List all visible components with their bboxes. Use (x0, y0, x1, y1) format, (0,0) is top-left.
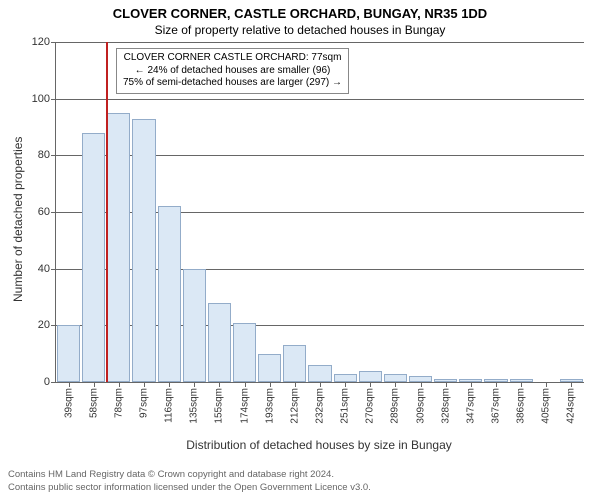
x-tick-mark (320, 382, 321, 387)
bar (158, 206, 181, 382)
y-tick-mark (51, 325, 56, 326)
x-tick-label: 405sqm (541, 388, 552, 424)
bar (384, 374, 407, 383)
x-tick-mark (295, 382, 296, 387)
x-tick-label: 193sqm (264, 388, 275, 424)
annotation-line: 75% of semi-detached houses are larger (… (123, 77, 342, 90)
x-tick-mark (144, 382, 145, 387)
gridline (56, 99, 584, 100)
x-tick-mark (94, 382, 95, 387)
bar (334, 374, 357, 383)
bar (359, 371, 382, 382)
x-axis-label: Distribution of detached houses by size … (186, 438, 452, 452)
x-tick-label: 39sqm (63, 388, 74, 418)
x-tick-mark (370, 382, 371, 387)
x-tick-label: 78sqm (113, 388, 124, 418)
y-tick-label: 80 (38, 149, 50, 161)
plot-area: 02040608010012039sqm58sqm78sqm97sqm116sq… (55, 42, 584, 383)
x-tick-mark (245, 382, 246, 387)
gridline (56, 42, 584, 43)
bar (208, 303, 231, 382)
x-tick-mark (546, 382, 547, 387)
x-tick-label: 386sqm (516, 388, 527, 424)
x-tick-label: 347sqm (465, 388, 476, 424)
y-tick-label: 60 (38, 206, 50, 218)
footer-attribution: Contains HM Land Registry data © Crown c… (8, 469, 371, 494)
y-tick-mark (51, 155, 56, 156)
x-tick-label: 328sqm (440, 388, 451, 424)
x-tick-mark (421, 382, 422, 387)
x-tick-label: 251sqm (340, 388, 351, 424)
x-tick-label: 309sqm (415, 388, 426, 424)
annotation-line: CLOVER CORNER CASTLE ORCHARD: 77sqm (123, 52, 342, 65)
bar (57, 325, 80, 382)
annotation-line: ← 24% of detached houses are smaller (96… (123, 65, 342, 78)
x-tick-mark (119, 382, 120, 387)
x-tick-label: 212sqm (289, 388, 300, 424)
x-tick-mark (471, 382, 472, 387)
y-tick-label: 120 (32, 36, 50, 48)
y-tick-mark (51, 212, 56, 213)
x-tick-label: 367sqm (491, 388, 502, 424)
x-tick-label: 97sqm (139, 388, 150, 418)
chart-subtitle: Size of property relative to detached ho… (0, 21, 600, 37)
bar (283, 345, 306, 382)
x-tick-mark (69, 382, 70, 387)
x-tick-mark (270, 382, 271, 387)
y-tick-mark (51, 382, 56, 383)
y-tick-mark (51, 42, 56, 43)
y-axis-label: Number of detached properties (11, 137, 25, 302)
x-tick-mark (496, 382, 497, 387)
x-tick-mark (446, 382, 447, 387)
bar (107, 113, 130, 382)
x-tick-label: 289sqm (390, 388, 401, 424)
x-tick-mark (219, 382, 220, 387)
y-tick-mark (51, 99, 56, 100)
x-tick-label: 424sqm (566, 388, 577, 424)
x-tick-mark (521, 382, 522, 387)
bar (132, 119, 155, 383)
x-tick-label: 116sqm (164, 388, 175, 423)
y-tick-mark (51, 269, 56, 270)
chart-container: CLOVER CORNER, CASTLE ORCHARD, BUNGAY, N… (0, 0, 600, 500)
annotation-box: CLOVER CORNER CASTLE ORCHARD: 77sqm← 24%… (116, 48, 349, 94)
y-tick-label: 100 (32, 93, 50, 105)
chart-title: CLOVER CORNER, CASTLE ORCHARD, BUNGAY, N… (0, 0, 600, 21)
y-tick-label: 0 (44, 376, 50, 388)
x-tick-label: 58sqm (88, 388, 99, 418)
x-tick-mark (345, 382, 346, 387)
bar (183, 269, 206, 382)
bar (308, 365, 331, 382)
x-tick-mark (571, 382, 572, 387)
x-tick-mark (395, 382, 396, 387)
y-tick-label: 40 (38, 263, 50, 275)
x-tick-label: 174sqm (239, 388, 250, 424)
x-tick-label: 155sqm (214, 388, 225, 424)
bar (233, 323, 256, 383)
footer-line-1: Contains HM Land Registry data © Crown c… (8, 469, 371, 481)
bar (258, 354, 281, 382)
x-tick-mark (169, 382, 170, 387)
subject-marker-line (106, 42, 108, 382)
bar (82, 133, 105, 382)
x-tick-label: 270sqm (365, 388, 376, 424)
x-tick-mark (194, 382, 195, 387)
footer-line-2: Contains public sector information licen… (8, 482, 371, 494)
y-tick-label: 20 (38, 319, 50, 331)
x-tick-label: 232sqm (315, 388, 326, 424)
x-tick-label: 135sqm (189, 388, 200, 424)
